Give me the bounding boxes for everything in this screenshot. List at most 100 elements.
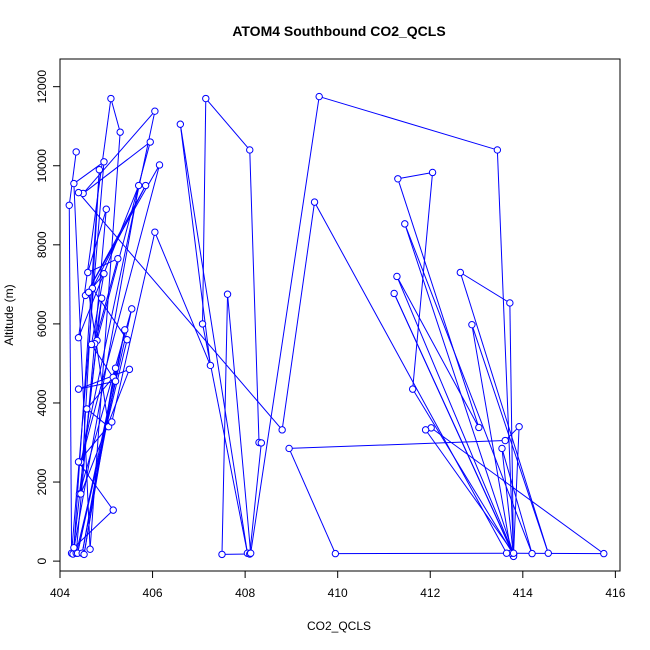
x-tick-label: 410 [328, 586, 348, 600]
series-segment [202, 98, 207, 324]
x-axis: 404 406 408 410 412 414 416 [50, 570, 626, 600]
series-segment [396, 276, 515, 555]
series-segment [250, 96, 320, 554]
data-point [246, 549, 255, 557]
series-segment [87, 209, 107, 273]
series-segment [459, 272, 549, 554]
data-point [428, 168, 437, 177]
data-point [108, 418, 116, 426]
series-segment [501, 448, 515, 557]
data-point [107, 94, 115, 103]
y-tick-label: 12000 [35, 70, 49, 104]
series-segment [110, 98, 121, 133]
data-point [393, 272, 401, 281]
series-segment [509, 302, 515, 557]
data-point [74, 188, 83, 197]
series-segment [111, 232, 156, 423]
series-segment [221, 294, 229, 555]
data-point [502, 549, 511, 557]
series-segment [513, 426, 520, 554]
x-tick-label: 414 [513, 586, 533, 600]
data-point [121, 326, 129, 334]
x-axis-label: CO2_QCLS [307, 619, 371, 633]
series-segment [425, 429, 514, 554]
data-point [77, 490, 85, 498]
data-point [87, 340, 96, 349]
data-point [394, 175, 402, 183]
series-segment [404, 223, 515, 555]
data-point [401, 220, 409, 228]
series-segment [471, 324, 549, 554]
data-point [146, 138, 154, 146]
series-segment [82, 141, 151, 194]
data-point [116, 128, 124, 136]
series-segment [78, 185, 140, 338]
data-point [600, 549, 608, 558]
data-point [74, 385, 83, 393]
data-point [501, 436, 509, 445]
data-point [70, 179, 78, 188]
series-segment [460, 272, 511, 304]
data-point [70, 543, 78, 552]
data-point [125, 365, 134, 374]
data-point [475, 423, 483, 432]
series-segment [319, 96, 498, 151]
data-point [498, 444, 506, 453]
series-segment [80, 369, 130, 495]
data-point [223, 290, 232, 298]
data-point [83, 405, 91, 413]
data-point [84, 268, 92, 277]
data-point [456, 268, 465, 277]
series-segment [471, 324, 512, 554]
series-segment [90, 273, 105, 345]
data-point [528, 549, 536, 558]
data-point [128, 305, 136, 313]
series-segment [78, 192, 283, 431]
data-point [421, 426, 430, 434]
series-segment [289, 440, 506, 449]
series-segment [227, 294, 252, 554]
chart-title: ATOM4 Southbound CO2_QCLS [232, 23, 445, 39]
series-segment [82, 110, 156, 194]
series-segment [83, 377, 114, 555]
series-segment [501, 448, 533, 554]
series-segment [393, 293, 514, 554]
data-point [176, 120, 185, 128]
y-axis: 0 2000 4000 6000 8000 10000 12000 [35, 70, 61, 564]
data-point [151, 228, 159, 236]
series-segment [88, 292, 110, 427]
series-segment [68, 151, 77, 206]
data-point [65, 201, 73, 209]
data-point [257, 439, 266, 447]
series-segment [80, 111, 156, 463]
series-segment [314, 201, 508, 554]
series-segment [249, 442, 262, 555]
data-point [506, 299, 514, 307]
series-segment [71, 161, 105, 554]
data-point [310, 198, 319, 206]
series-segment [396, 276, 480, 428]
data-point [72, 148, 80, 156]
series-segment [288, 448, 336, 554]
x-tick-label: 404 [50, 586, 70, 600]
x-tick-label: 416 [605, 586, 625, 600]
series-segment [496, 149, 515, 555]
data-point [111, 364, 120, 372]
series-segment [412, 172, 434, 390]
x-tick-label: 406 [143, 586, 163, 600]
series-segment [404, 223, 533, 554]
data-point [246, 146, 254, 154]
data-point [206, 361, 215, 370]
data-point [74, 334, 83, 342]
data-point [493, 146, 502, 154]
data-point [114, 254, 122, 263]
data-point [515, 422, 523, 431]
data-point [80, 550, 88, 559]
x-tick-label: 408 [235, 586, 255, 600]
data-point [86, 545, 94, 553]
data-point [202, 94, 210, 103]
series-segment [86, 408, 109, 428]
y-tick-label: 10000 [35, 149, 49, 183]
y-tick-label: 6000 [35, 310, 49, 337]
series-segment [205, 98, 251, 151]
